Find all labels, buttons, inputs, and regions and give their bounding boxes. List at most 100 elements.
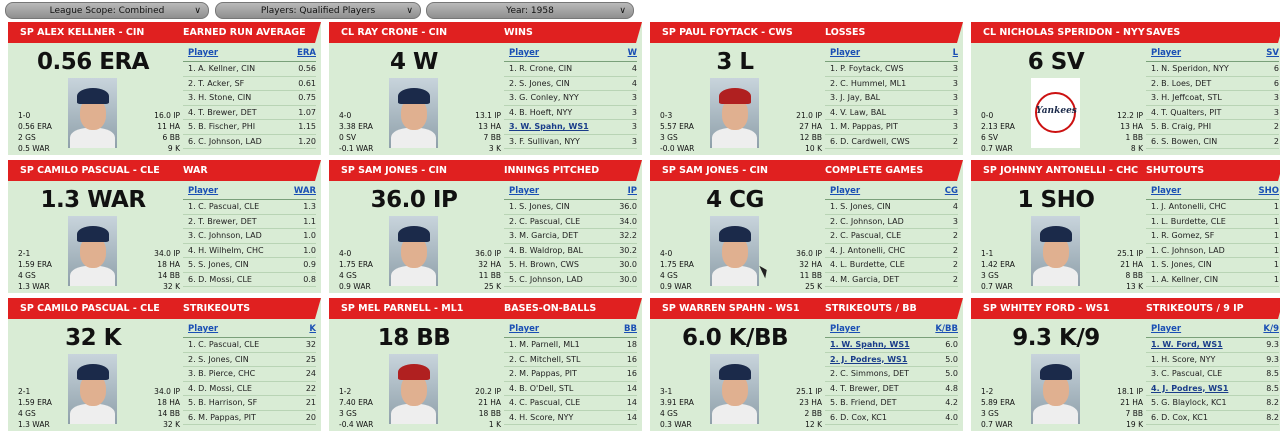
player-stat: 21 HA <box>1120 398 1143 407</box>
card-header: SP MEL PARNELL - ML1 BASES-ON-BALLS <box>329 298 642 319</box>
leaderboard-row: 1. C. Pascual, CLE 1.3 <box>183 200 316 215</box>
player-photo <box>68 354 117 424</box>
leader-value: 16 <box>626 369 637 378</box>
stat-value: 6 SV <box>1027 49 1085 75</box>
leaderboard-row: 1. A. Kellner, CIN 1 <box>1146 273 1279 287</box>
player-column-header[interactable]: Player <box>509 186 540 196</box>
stat-column-header[interactable]: IP <box>627 186 637 196</box>
leaderboard-row: 4. H. Wilhelm, CHC 1.0 <box>183 244 316 258</box>
leaderboard-row: 2. C. Mitchell, STL 16 <box>504 353 637 367</box>
leaderboard-row: 6. D. Cox, KC1 4.0 <box>825 411 958 425</box>
leaderboard-row: 4. C. Pascual, CLE 14 <box>504 396 637 411</box>
player-stat: 1 BB <box>1125 133 1143 142</box>
leader-value: 2 <box>1273 136 1279 146</box>
stat-column-header[interactable]: L <box>952 48 958 58</box>
leader-value: 1.0 <box>303 231 316 240</box>
stat-column-header[interactable]: K/9 <box>1263 324 1279 334</box>
leader-name: 4. M. Garcia, DET <box>830 274 900 284</box>
player-column-header[interactable]: Player <box>830 324 861 334</box>
stat-value: 9.3 K/9 <box>1012 325 1100 351</box>
player-column-header[interactable]: Player <box>1151 324 1182 334</box>
leaderboard-row: 4. B. O'Dell, STL 14 <box>504 382 637 396</box>
league-scope-dropdown[interactable]: League Scope: Combined ∨ <box>5 2 209 19</box>
card-header: SP PAUL FOYTACK - CWS LOSSES <box>650 22 963 43</box>
stat-column-header[interactable]: W <box>627 48 637 58</box>
player-stat: 0-3 <box>660 111 673 120</box>
leader-value: 4 <box>631 64 637 73</box>
card-category: LOSSES <box>825 27 866 38</box>
leader-name: 6. D. Cardwell, CWS <box>830 136 910 146</box>
player-stat: 4 GS <box>18 409 36 418</box>
player-column-header[interactable]: Player <box>830 48 861 58</box>
stat-column-header[interactable]: ERA <box>297 48 316 58</box>
card-header: SP SAM JONES - CIN COMPLETE GAMES <box>650 160 963 181</box>
leaderboard-row: 1. A. Kellner, CIN 0.56 <box>183 62 316 77</box>
leaderboard-row[interactable]: 4. J. Podres, WS1 8.5 <box>1146 382 1279 396</box>
player-column-header[interactable]: Player <box>188 324 219 334</box>
player-stat: 16.0 IP <box>154 111 180 120</box>
cap-shape <box>1040 226 1072 242</box>
stat-column-header[interactable]: SV <box>1266 48 1279 58</box>
jersey-shape <box>391 266 436 286</box>
leader-value: 2 <box>952 136 958 146</box>
leader-value: 0.9 <box>303 260 316 269</box>
player-column-header[interactable]: Player <box>509 324 540 334</box>
leaderboard-row: 1. H. Score, NYY 9.3 <box>1146 353 1279 367</box>
leaderboard-row: 6. D. Cardwell, CWS 2 <box>825 135 958 149</box>
player-stat: 3.91 ERA <box>660 398 694 407</box>
leader-value: 8.2 <box>1266 398 1279 407</box>
leader-value: 4.8 <box>945 383 958 393</box>
leader-value: 25 <box>305 354 316 364</box>
leaderboard-row: 6. D. Mossi, CLE 0.8 <box>183 273 316 287</box>
leader-name: 5. B. Friend, DET <box>830 398 897 407</box>
leader-name: 1. R. Crone, CIN <box>509 64 573 73</box>
leader-value: 1.3 <box>303 202 316 211</box>
leaderboard-row: 1. M. Parnell, ML1 18 <box>504 338 637 353</box>
leaderboard-row[interactable]: 1. W. Spahn, WS1 6.0 <box>825 338 958 353</box>
stat-column-header[interactable]: CG <box>944 186 958 196</box>
stat-value: 1.3 WAR <box>40 187 146 213</box>
leaderboard-row: 2. C. Hummel, ML1 3 <box>825 77 958 91</box>
leader-value: 0.61 <box>298 78 316 88</box>
leader-name: 1. W. Ford, WS1 <box>1151 340 1223 349</box>
jersey-shape <box>1033 404 1078 424</box>
player-record: 3-1 3.91 ERA 4 GS 0.3 WAR <box>660 386 694 430</box>
players-dropdown[interactable]: Players: Qualified Players ∨ <box>215 2 421 19</box>
stat-column-header[interactable]: SHO <box>1258 186 1279 196</box>
stat-column-header[interactable]: BB <box>624 324 637 334</box>
leaderboard-row[interactable]: 1. W. Ford, WS1 9.3 <box>1146 338 1279 353</box>
player-stat: 3.38 ERA <box>339 122 373 131</box>
leaderboard-row: 1. C. Johnson, LAD 1 <box>1146 244 1279 258</box>
player-column-header[interactable]: Player <box>188 48 219 58</box>
leader-value: 1.1 <box>303 216 316 226</box>
player-column-header[interactable]: Player <box>188 186 219 196</box>
stat-column-header[interactable]: K <box>309 324 316 334</box>
player-stat: 1.42 ERA <box>981 260 1015 269</box>
player-column-header[interactable]: Player <box>1151 186 1182 196</box>
leaderboard-row: 1. C. Pascual, CLE 32 <box>183 338 316 353</box>
leaderboard-row[interactable]: 2. J. Podres, WS1 5.0 <box>825 353 958 367</box>
player-stat: 36.0 IP <box>475 249 501 258</box>
year-dropdown[interactable]: Year: 1958 ∨ <box>426 2 634 19</box>
leader-name: 1. M. Pappas, PIT <box>830 122 898 131</box>
card-player-name: CL NICHOLAS SPERIDON - NYY <box>983 27 1145 38</box>
leaderboard-row[interactable]: 3. W. Spahn, WS1 3 <box>504 120 637 135</box>
player-stat: 4 GS <box>18 271 36 280</box>
stat-column-header[interactable]: WAR <box>293 186 316 196</box>
leader-name: 3. C. Johnson, LAD <box>188 231 262 240</box>
player-stat: 36.0 IP <box>796 249 822 258</box>
stat-column-header[interactable]: K/BB <box>935 324 958 334</box>
leader-value: 3 <box>952 122 958 131</box>
player-stat: 2 BB <box>804 409 822 418</box>
leaderboard-row: 1. R. Crone, CIN 4 <box>504 62 637 77</box>
player-stat: 1.75 ERA <box>660 260 694 269</box>
leader-value: 2 <box>952 231 958 240</box>
player-column-header[interactable]: Player <box>509 48 540 58</box>
leaderboard-row: 1. S. Jones, CIN 1 <box>1146 258 1279 273</box>
player-stat: 18 HA <box>157 260 180 269</box>
leaderboard-row: 4. B. Waldrop, BAL 30.2 <box>504 244 637 258</box>
player-column-header[interactable]: Player <box>1151 48 1182 58</box>
leader-value: 6 <box>1273 64 1279 73</box>
stat-value: 36.0 IP <box>370 187 458 213</box>
player-column-header[interactable]: Player <box>830 186 861 196</box>
